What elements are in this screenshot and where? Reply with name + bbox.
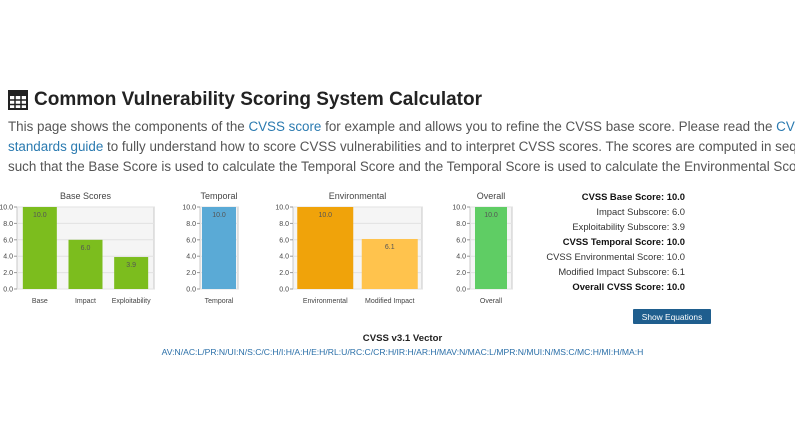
- bar-exploitability: [114, 257, 149, 289]
- score-row: Modified Impact Subscore: 6.1: [540, 264, 685, 279]
- score-value: 10.0: [666, 281, 685, 292]
- bar-overall: [475, 207, 507, 289]
- chart-title: Base Scores: [60, 191, 112, 201]
- score-summary: CVSS Base Score: 10.0 Impact Subscore: 6.…: [540, 189, 685, 294]
- score-label: Exploitability Subscore:: [572, 221, 670, 232]
- calculator-icon: [8, 90, 28, 110]
- x-tick-label: Exploitability: [112, 298, 151, 305]
- score-value: 6.0: [671, 206, 685, 217]
- score-row: Exploitability Subscore: 3.9: [540, 219, 685, 234]
- y-tick-label: 4.0: [3, 254, 13, 261]
- bar-base: [22, 207, 57, 289]
- intro-text-2: for example and allows you to refine the…: [321, 119, 777, 134]
- score-label: CVSS Temporal Score:: [562, 236, 665, 247]
- x-tick-label: Temporal: [205, 298, 234, 305]
- x-tick-label: Base: [32, 298, 48, 305]
- bar-value-label: 6.1: [385, 244, 395, 251]
- score-label: Overall CVSS Score:: [572, 281, 665, 292]
- y-tick-label: 10.0: [275, 205, 289, 212]
- x-tick-label: Modified Impact: [365, 298, 414, 305]
- score-value: 10.0: [666, 236, 685, 247]
- y-tick-label: 0.0: [186, 287, 196, 294]
- score-label: Modified Impact Subscore:: [558, 266, 670, 277]
- intro-text-1: This page shows the components of the: [8, 119, 249, 134]
- vector-string[interactable]: AV:N/AC:L/PR:N/UI:N/S:C/C:H/I:H/A:H/E:H/…: [161, 347, 644, 357]
- y-tick-label: 6.0: [456, 237, 466, 244]
- bar-value-label: 3.9: [126, 262, 136, 269]
- bar-impact: [68, 239, 103, 289]
- show-equations-button[interactable]: Show Equations: [633, 309, 711, 324]
- cvss-score-link[interactable]: CVSS score: [248, 119, 322, 134]
- score-value: 6.1: [671, 266, 685, 277]
- chart-title: Environmental: [329, 191, 387, 201]
- score-row: CVSS Environmental Score: 10.0: [540, 249, 685, 264]
- bar-environmental: [297, 207, 354, 289]
- chart-title: Overall: [477, 191, 506, 201]
- score-row: Overall CVSS Score: 10.0: [540, 279, 685, 294]
- y-tick-label: 2.0: [456, 270, 466, 277]
- bar-modified-impact: [361, 238, 418, 289]
- y-tick-label: 8.0: [3, 221, 13, 228]
- y-tick-label: 0.0: [3, 287, 13, 294]
- y-tick-label: 4.0: [456, 254, 466, 261]
- y-tick-label: 2.0: [186, 270, 196, 277]
- y-tick-label: 8.0: [456, 221, 466, 228]
- score-value: 3.9: [671, 221, 685, 232]
- vector-title: CVSS v3.1 Vector: [362, 333, 443, 344]
- score-label: Impact Subscore:: [596, 206, 670, 217]
- y-tick-label: 2.0: [279, 270, 289, 277]
- intro-paragraph: This page shows the components of the CV…: [8, 117, 795, 177]
- score-row: Impact Subscore: 6.0: [540, 204, 685, 219]
- score-label: CVSS Base Score:: [581, 191, 665, 202]
- page-title: Common Vulnerability Scoring System Calc…: [34, 89, 483, 110]
- y-tick-label: 10.0: [452, 205, 466, 212]
- y-tick-label: 2.0: [3, 270, 13, 277]
- y-tick-label: 4.0: [186, 254, 196, 261]
- intro-text-3: to fully understand how to score CVSS vu…: [103, 139, 795, 154]
- score-row: CVSS Temporal Score: 10.0: [540, 234, 685, 249]
- y-tick-label: 10.0: [182, 205, 196, 212]
- bar-value-label: 10.0: [212, 212, 226, 219]
- y-tick-label: 6.0: [279, 237, 289, 244]
- chart-title: Temporal: [200, 191, 237, 201]
- score-value: 10.0: [666, 251, 685, 262]
- y-tick-label: 0.0: [279, 287, 289, 294]
- cvss-guide-link-part1[interactable]: CVSS: [776, 119, 795, 134]
- intro-text-4: such that the Base Score is used to calc…: [8, 159, 795, 174]
- x-tick-label: Environmental: [303, 298, 348, 305]
- y-tick-label: 6.0: [3, 237, 13, 244]
- score-charts: Base Scores 0.0 2.0 4.0 6.0 8.0 10.0 10.0 Base 6.…: [0, 185, 560, 315]
- y-tick-label: 8.0: [186, 221, 196, 228]
- bar-value-label: 10.0: [33, 212, 47, 219]
- score-charts-svg: Base Scores 0.0 2.0 4.0 6.0 8.0 10.0 10.0 Base 6.…: [0, 191, 513, 305]
- bar-value-label: 10.0: [484, 212, 498, 219]
- y-tick-label: 10.0: [0, 205, 13, 212]
- score-row: CVSS Base Score: 10.0: [540, 189, 685, 204]
- bar-value-label: 10.0: [318, 212, 332, 219]
- y-tick-label: 8.0: [279, 221, 289, 228]
- score-label: CVSS Environmental Score:: [546, 251, 665, 262]
- y-tick-label: 0.0: [456, 287, 466, 294]
- cvss-guide-link-part2[interactable]: standards guide: [8, 139, 104, 154]
- bar-value-label: 6.0: [81, 245, 91, 252]
- x-tick-label: Overall: [480, 298, 503, 305]
- y-tick-label: 6.0: [186, 237, 196, 244]
- y-tick-label: 4.0: [279, 254, 289, 261]
- page-title-row: Common Vulnerability Scoring System Calc…: [8, 88, 482, 112]
- score-value: 10.0: [666, 191, 685, 202]
- x-tick-label: Impact: [75, 298, 96, 305]
- bar-temporal: [202, 207, 236, 289]
